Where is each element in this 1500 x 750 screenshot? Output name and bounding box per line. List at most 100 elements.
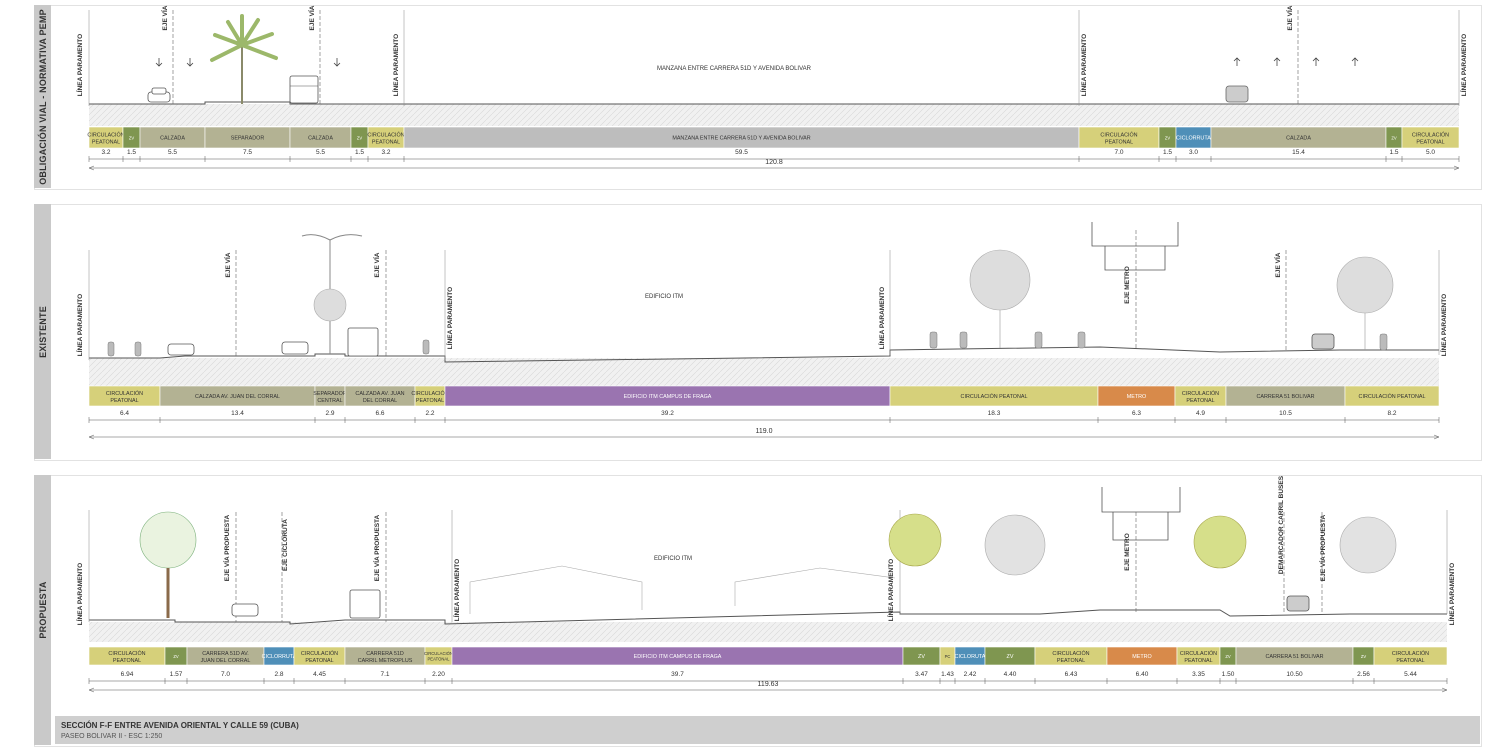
arrow-left-icon (88, 687, 95, 693)
band-label: EDIFICIO ITM CAMPUS DE FRAGA (634, 654, 722, 660)
dimension-value: 3.2 (101, 149, 110, 156)
band-label: CARRERA 51D CARRIL METROPLUS (358, 651, 413, 664)
vehicles (167, 327, 1335, 357)
footer-title: SECCIÓN F-F ENTRE AVENIDA ORIENTAL Y CAL… (61, 721, 299, 730)
side-tab-existente: EXISTENTE (34, 204, 51, 459)
band-label: CIRCULACIÓN PEATONAL (106, 390, 143, 404)
band-label: ZV (357, 136, 363, 141)
section-panel-existente (34, 204, 1482, 461)
band-label: CIRCULACIÓN PEATONAL (961, 393, 1028, 400)
linea-paramento-label: LÍNEA PARAMENTO (75, 34, 84, 96)
bus-icon (289, 75, 319, 104)
linea-paramento-label: LÍNEA PARAMENTO (1447, 563, 1456, 625)
metro-viaduct-icon (1091, 222, 1179, 271)
ground-existente (88, 230, 1440, 386)
dimension-value: 10.5 (1279, 410, 1292, 417)
band-label: ZV (1391, 136, 1397, 141)
band-label: CIRCULACIÓN PEATONAL (1182, 390, 1219, 404)
band-label: ZV (173, 654, 179, 659)
footer-title-block: SECCIÓN F-F ENTRE AVENIDA ORIENTAL Y CAL… (55, 716, 1480, 744)
band-label: CICLORRUTA (1176, 136, 1211, 142)
band-label: ZV (1225, 654, 1231, 659)
axis-label: EJE VÍA (223, 252, 232, 277)
dimension-value: 7.1 (380, 671, 389, 678)
band-label: ZV (1007, 654, 1014, 660)
dimension-value: 1.5 (127, 149, 136, 156)
dimension-value: 10.50 (1286, 671, 1303, 678)
band-label: CALZADA (308, 136, 333, 142)
dimension-value: 2.2 (425, 410, 434, 417)
axis-label: EJE VÍA PROPUESTA (222, 514, 231, 581)
linea-paramento-label: LÍNEA PARAMENTO (886, 559, 895, 621)
band-label: CIRCULACIÓN PEATONAL (1392, 650, 1429, 664)
dimension-value: 39.7 (671, 671, 684, 678)
vehicles (231, 589, 1310, 619)
dimension-value: 3.35 (1192, 671, 1205, 678)
dimension-value: 59.5 (735, 149, 748, 156)
dimension-value: 6.40 (1136, 671, 1149, 678)
arrow-left-icon (88, 165, 95, 171)
linea-paramento-label: LÍNEA PARAMENTO (75, 294, 84, 356)
linea-paramento-label: LÍNEA PARAMENTO (391, 34, 400, 96)
band-label: CIRCULACIÓN PEATONAL (1180, 650, 1217, 664)
band-label: CALZADA (160, 136, 185, 142)
band-label: CALZADA AV. JUAN DEL CORRAL (195, 394, 280, 400)
band-label: CIRCULACIÓN PEATONAL (87, 132, 124, 146)
linea-paramento-label: LÍNEA PARAMENTO (445, 287, 454, 349)
band-label: SEPARADOR (231, 136, 265, 142)
band-segment (1373, 646, 1448, 666)
dimension-value: 1.5 (1389, 149, 1398, 156)
axis-label: EJE VÍA (307, 5, 316, 30)
band-label: CIRCULACIÓN PEATONAL (301, 650, 338, 664)
ground-propuesta (88, 510, 1448, 642)
axis-label: EJE VÍA (372, 252, 381, 277)
block-label: EDIFICIO ITM (645, 294, 683, 300)
dimension-value: 4.40 (1004, 671, 1017, 678)
dimension-value: 5.0 (1426, 149, 1435, 156)
band-label: ZV (129, 136, 135, 141)
band-label: SEPARADOR CENTRAL (313, 391, 347, 404)
metro-viaduct-icon (1101, 487, 1181, 541)
dimension-value: 5.44 (1404, 671, 1417, 678)
dimension-value: 2.8 (274, 671, 283, 678)
footer-subtitle: PASEO BOLIVAR II - ESC 1:250 (61, 733, 163, 740)
dimension-value: 5.5 (168, 149, 177, 156)
pedestrians (107, 331, 1388, 357)
band-label: EDIFICIO ITM CAMPUS DE FRAGA (624, 394, 712, 400)
arrow-right-icon (1453, 165, 1460, 171)
dimension-value: 4.45 (313, 671, 326, 678)
band-label: CIRCULACIÓN PEATONAL (424, 651, 453, 662)
arrow-right-icon (1433, 434, 1440, 440)
total-dimension-value: 120.8 (765, 159, 783, 166)
band-label: ZV (1361, 654, 1367, 659)
dimension-value: 8.2 (1387, 410, 1396, 417)
band-label: CIRCULACIÓN PEATONAL (108, 650, 145, 664)
dimension-value: 3.0 (1189, 149, 1198, 156)
side-tab-propuesta: PROPUESTA (34, 475, 51, 745)
jeep-icon (1225, 85, 1249, 103)
dimension-value: 2.9 (325, 410, 334, 417)
linea-paramento-label: LÍNEA PARAMENTO (75, 563, 84, 625)
block-label: EDIFICIO ITM (654, 556, 692, 562)
axis-label: EJE METRO (1124, 266, 1131, 304)
axis-label: EJE VÍA PROPUESTA (372, 514, 381, 581)
band-label: CARRERA 51D AV. JUAN DEL CORRAL (201, 651, 251, 664)
band-label: CIRCULACIÓN PEATONAL (1100, 132, 1137, 146)
dimension-value: 7.0 (221, 671, 230, 678)
axis-label: EJE CICLORUTA (282, 519, 289, 571)
band-label: PC (945, 654, 951, 659)
band-label: ZV (1165, 136, 1171, 141)
dimension-value: 6.3 (1132, 410, 1141, 417)
dimension-value: 1.5 (1163, 149, 1172, 156)
dimension-value: 1.57 (170, 671, 183, 678)
dimension-value: 4.9 (1196, 410, 1205, 417)
band-label: CICLORUTA (955, 654, 986, 660)
band-label: MANZANA ENTRE CARRERA 51D Y AVENIDA BOLI… (672, 136, 810, 142)
axis-label: EJE VÍA (160, 5, 169, 30)
dimension-value: 2.42 (964, 671, 977, 678)
palm-tree-icon (210, 14, 278, 104)
dimension-value: 2.20 (432, 671, 445, 678)
linea-paramento-label: LÍNEA PARAMENTO (1459, 34, 1468, 96)
band-label: METRO (1127, 394, 1146, 400)
